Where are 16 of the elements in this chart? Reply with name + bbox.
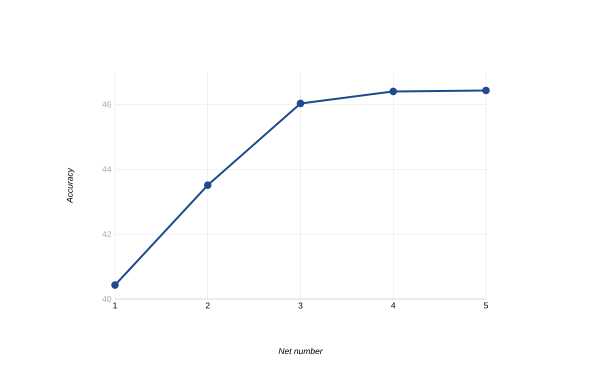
point — [482, 86, 490, 94]
x-tick-label: 5 — [484, 302, 488, 308]
x-tick-label: 3 — [298, 302, 302, 309]
x-tick-label: 4 — [391, 302, 396, 308]
x-tick-label: 2 — [206, 302, 210, 308]
x-axis-title: Net number — [278, 348, 323, 354]
y-tick-label: 44 — [102, 166, 112, 172]
point — [111, 281, 119, 289]
point — [296, 100, 304, 108]
point — [389, 88, 398, 96]
x-tick-label: 1 — [113, 302, 117, 308]
y-tick-label: 46 — [102, 101, 112, 108]
point — [204, 181, 212, 189]
y-tick-label: 42 — [102, 231, 112, 238]
y-axis-title: Accuracy — [66, 168, 74, 204]
y-tick-label: 40 — [102, 296, 112, 302]
